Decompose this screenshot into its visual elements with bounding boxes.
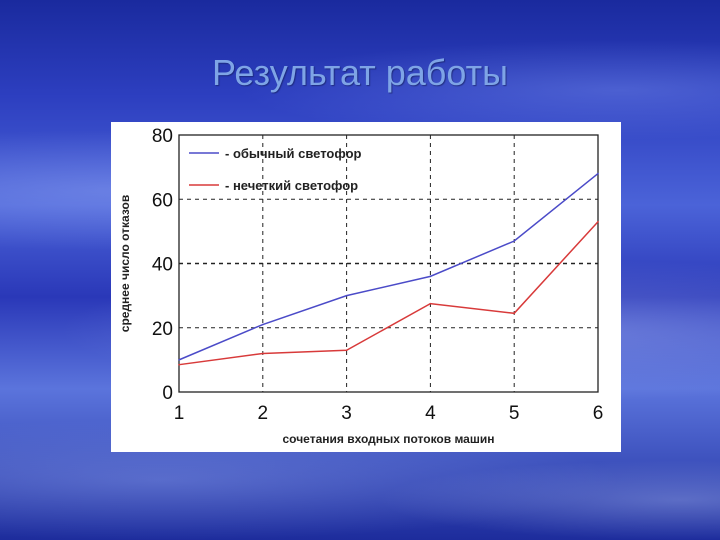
x-tick-label-3: 3: [341, 403, 352, 424]
data-point-s2-1: [178, 363, 180, 366]
chart-axes: 0 20 40 60 80 1 2 3 4 5 6: [152, 126, 603, 424]
data-point-s1-1: [178, 359, 180, 361]
x-tick-label-4: 4: [425, 403, 436, 424]
slide-title: Результат работы: [212, 52, 508, 93]
data-point-s1-4: [429, 275, 432, 278]
x-axis-label: сочетания входных потоков машин: [283, 432, 495, 446]
data-point-s2-3: [345, 349, 348, 352]
y-tick-label-80: 80: [152, 126, 173, 147]
y-axis-label: среднее число отказов: [118, 195, 132, 332]
x-tick-label-2: 2: [258, 403, 269, 424]
x-tick-label-6: 6: [593, 403, 604, 424]
chart-legend: - обычный светофор - нечеткий светофор: [189, 146, 362, 193]
legend-entry-2: - нечеткий светофор: [225, 178, 358, 193]
chart-grid: [179, 135, 598, 392]
x-tick-label-5: 5: [509, 403, 520, 424]
y-tick-label-60: 60: [152, 190, 173, 211]
data-point-s1-5: [513, 240, 515, 242]
y-tick-label-0: 0: [162, 383, 173, 404]
data-point-s2-6: [597, 220, 599, 223]
x-tick-label-1: 1: [174, 403, 185, 424]
data-point-s1-3: [345, 294, 348, 297]
series-line-1: [178, 172, 599, 361]
data-point-s2-2: [262, 352, 264, 355]
series-line-2: [178, 221, 599, 366]
plot-frame: [178, 134, 599, 393]
line-chart: 0 20 40 60 80 1 2 3 4 5 6 - обычный светофор - нече…: [118, 126, 603, 446]
y-tick-label-40: 40: [152, 255, 173, 276]
data-point-s1-2: [262, 323, 264, 326]
y-tick-label-20: 20: [152, 319, 173, 340]
chart-panel: 0 20 40 60 80 1 2 3 4 5 6 - обычный светофор - нече…: [111, 122, 621, 452]
data-point-s2-5: [513, 312, 515, 315]
data-point-s2-4: [429, 302, 432, 305]
legend-entry-1: - обычный светофор: [225, 146, 362, 161]
data-point-s1-6: [597, 172, 599, 175]
chart-series: [178, 172, 599, 366]
